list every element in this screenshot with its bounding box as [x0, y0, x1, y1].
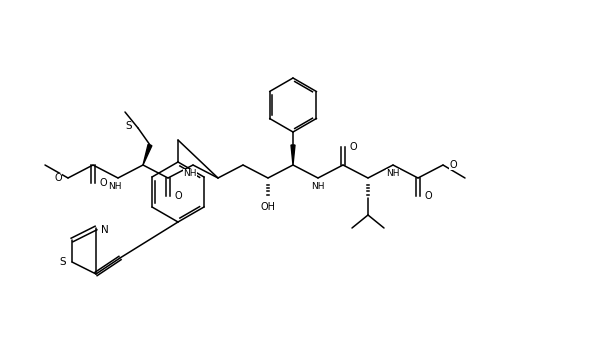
- Text: O: O: [174, 191, 182, 201]
- Text: NH: NH: [311, 181, 325, 190]
- Polygon shape: [291, 145, 295, 165]
- Text: O: O: [449, 160, 457, 170]
- Text: NH: NH: [386, 168, 400, 177]
- Polygon shape: [143, 144, 152, 165]
- Text: N: N: [101, 225, 109, 235]
- Text: S: S: [60, 257, 66, 267]
- Text: O: O: [54, 173, 62, 183]
- Text: O: O: [349, 142, 357, 152]
- Text: O: O: [99, 178, 107, 188]
- Text: OH: OH: [260, 202, 275, 212]
- Text: O: O: [424, 191, 432, 201]
- Text: S: S: [126, 121, 132, 131]
- Text: NH: NH: [108, 181, 122, 190]
- Text: NH: NH: [183, 168, 197, 177]
